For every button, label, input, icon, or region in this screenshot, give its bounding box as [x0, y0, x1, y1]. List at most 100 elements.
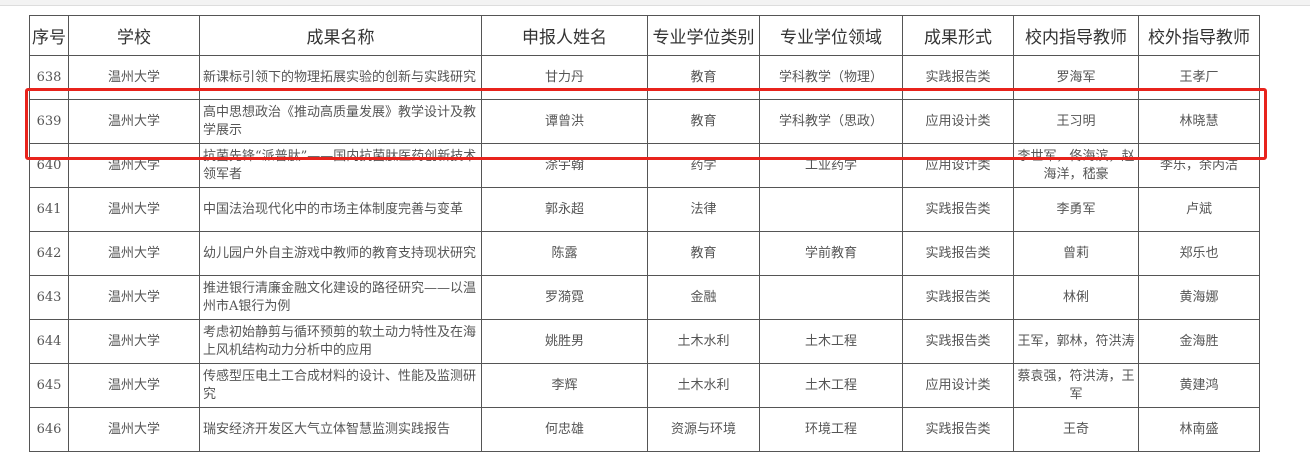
cell-school: 温州大学 — [68, 55, 200, 100]
cell-field — [759, 187, 903, 232]
header-form: 成果形式 — [902, 15, 1014, 56]
cell-title: 新课标引领下的物理拓展实验的创新与实践研究 — [199, 55, 482, 100]
cell-form: 实践报告类 — [902, 275, 1014, 320]
cell-inner-advisor: 林俐 — [1013, 275, 1139, 320]
page-edge — [0, 0, 1310, 6]
cell-school: 温州大学 — [68, 231, 200, 276]
cell-field: 学科教学（思政） — [759, 99, 903, 144]
header-field: 专业学位领域 — [759, 15, 903, 56]
cell-category: 教育 — [647, 99, 760, 144]
cell-title: 瑞安经济开发区大气立体智慧监测实践报告 — [199, 407, 482, 452]
cell-applicant: 郭永超 — [481, 187, 648, 232]
table-row: 640 温州大学 抗菌先锋“派普肽”——国内抗菌肽医药创新技术领军者 涂宇翰 药学 工业药… — [29, 143, 1260, 188]
cell-title: 推进银行清廉金融文化建设的路径研究——以温州市A银行为例 — [199, 275, 482, 320]
cell-no: 642 — [29, 231, 69, 276]
cell-inner-advisor: 李世军，佟海滨，赵海洋，嵇豪 — [1013, 143, 1139, 188]
cell-school: 温州大学 — [68, 99, 200, 144]
cell-category: 资源与环境 — [647, 407, 760, 452]
cell-outer-advisor: 黄建鸿 — [1138, 363, 1260, 408]
cell-no: 641 — [29, 187, 69, 232]
cell-inner-advisor: 罗海军 — [1013, 55, 1139, 100]
cell-title: 高中思想政治《推动高质量发展》教学设计及教学展示 — [199, 99, 482, 144]
cell-category: 药学 — [647, 143, 760, 188]
header-no: 序号 — [29, 15, 69, 56]
header-title: 成果名称 — [199, 15, 482, 56]
cell-category: 教育 — [647, 231, 760, 276]
cell-school: 温州大学 — [68, 319, 200, 364]
cell-applicant: 陈露 — [481, 231, 648, 276]
cell-form: 应用设计类 — [902, 99, 1014, 144]
cell-outer-advisor: 金海胜 — [1138, 319, 1260, 364]
cell-no: 646 — [29, 407, 69, 452]
cell-field: 土木工程 — [759, 363, 903, 408]
header-category: 专业学位类别 — [647, 15, 760, 56]
cell-no: 638 — [29, 55, 69, 100]
cell-no: 643 — [29, 275, 69, 320]
cell-field: 学科教学（物理） — [759, 55, 903, 100]
cell-applicant: 姚胜男 — [481, 319, 648, 364]
cell-outer-advisor: 林南盛 — [1138, 407, 1260, 452]
cell-school: 温州大学 — [68, 187, 200, 232]
cell-school: 温州大学 — [68, 143, 200, 188]
table-row: 643 温州大学 推进银行清廉金融文化建设的路径研究——以温州市A银行为例 罗漪霓 金融… — [29, 275, 1260, 320]
cell-outer-advisor: 郑乐也 — [1138, 231, 1260, 276]
table-row: 646 温州大学 瑞安经济开发区大气立体智慧监测实践报告 何忠雄 资源与环境 环境工程 实践… — [29, 407, 1260, 452]
cell-category: 金融 — [647, 275, 760, 320]
cell-inner-advisor: 王习明 — [1013, 99, 1139, 144]
cell-inner-advisor: 曾莉 — [1013, 231, 1139, 276]
cell-category: 土木水利 — [647, 319, 760, 364]
cell-form: 实践报告类 — [902, 319, 1014, 364]
cell-applicant: 罗漪霓 — [481, 275, 648, 320]
cell-category: 教育 — [647, 55, 760, 100]
header-row: 序号 学校 成果名称 申报人姓名 专业学位类别 专业学位领域 成果形式 校内指导… — [29, 15, 1260, 56]
cell-no: 644 — [29, 319, 69, 364]
cell-outer-advisor: 李乐，余丙洁 — [1138, 143, 1260, 188]
cell-applicant: 涂宇翰 — [481, 143, 648, 188]
cell-form: 实践报告类 — [902, 231, 1014, 276]
cell-title: 幼儿园户外自主游戏中教师的教育支持现状研究 — [199, 231, 482, 276]
cell-applicant: 李辉 — [481, 363, 648, 408]
cell-applicant: 甘力丹 — [481, 55, 648, 100]
cell-inner-advisor: 李勇军 — [1013, 187, 1139, 232]
table-row: 638 温州大学 新课标引领下的物理拓展实验的创新与实践研究 甘力丹 教育 学科教学（物理… — [29, 55, 1260, 100]
table-row: 644 温州大学 考虑初始静剪与循环预剪的软土动力特性及在海上风机结构动力分析中的应… — [29, 319, 1260, 364]
cell-title: 中国法治现代化中的市场主体制度完善与变革 — [199, 187, 482, 232]
cell-form: 实践报告类 — [902, 407, 1014, 452]
header-inner-advisor: 校内指导教师 — [1013, 15, 1139, 56]
results-table: 序号 学校 成果名称 申报人姓名 专业学位类别 专业学位领域 成果形式 校内指导… — [29, 15, 1260, 452]
cell-outer-advisor: 黄海娜 — [1138, 275, 1260, 320]
cell-title: 抗菌先锋“派普肽”——国内抗菌肽医药创新技术领军者 — [199, 143, 482, 188]
cell-school: 温州大学 — [68, 275, 200, 320]
cell-inner-advisor: 王军，郭林，符洪涛 — [1013, 319, 1139, 364]
cell-form: 应用设计类 — [902, 143, 1014, 188]
cell-title: 传感型压电土工合成材料的设计、性能及监测研究 — [199, 363, 482, 408]
table-row: 639 温州大学 高中思想政治《推动高质量发展》教学设计及教学展示 谭曾洪 教育 学科教学… — [29, 99, 1260, 144]
cell-school: 温州大学 — [68, 363, 200, 408]
cell-inner-advisor: 蔡袁强，符洪涛，王军 — [1013, 363, 1139, 408]
cell-applicant: 谭曾洪 — [481, 99, 648, 144]
cell-no: 645 — [29, 363, 69, 408]
cell-no: 639 — [29, 99, 69, 144]
cell-field — [759, 275, 903, 320]
cell-field: 土木工程 — [759, 319, 903, 364]
header-applicant: 申报人姓名 — [481, 15, 648, 56]
cell-category: 法律 — [647, 187, 760, 232]
cell-outer-advisor: 王孝厂 — [1138, 55, 1260, 100]
cell-no: 640 — [29, 143, 69, 188]
table-row: 645 温州大学 传感型压电土工合成材料的设计、性能及监测研究 李辉 土木水利 土木工程应… — [29, 363, 1260, 408]
cell-field: 工业药学 — [759, 143, 903, 188]
cell-applicant: 何忠雄 — [481, 407, 648, 452]
cell-form: 应用设计类 — [902, 363, 1014, 408]
table-row: 642 温州大学 幼儿园户外自主游戏中教师的教育支持现状研究 陈露 教育 学前教育 实践报告… — [29, 231, 1260, 276]
cell-field: 环境工程 — [759, 407, 903, 452]
header-outer-advisor: 校外指导教师 — [1138, 15, 1260, 56]
cell-school: 温州大学 — [68, 407, 200, 452]
cell-outer-advisor: 林晓慧 — [1138, 99, 1260, 144]
cell-category: 土木水利 — [647, 363, 760, 408]
table-row: 641 温州大学 中国法治现代化中的市场主体制度完善与变革 郭永超 法律 实践报告类 李勇军… — [29, 187, 1260, 232]
cell-form: 实践报告类 — [902, 187, 1014, 232]
header-school: 学校 — [68, 15, 200, 56]
cell-form: 实践报告类 — [902, 55, 1014, 100]
cell-field: 学前教育 — [759, 231, 903, 276]
cell-inner-advisor: 王奇 — [1013, 407, 1139, 452]
